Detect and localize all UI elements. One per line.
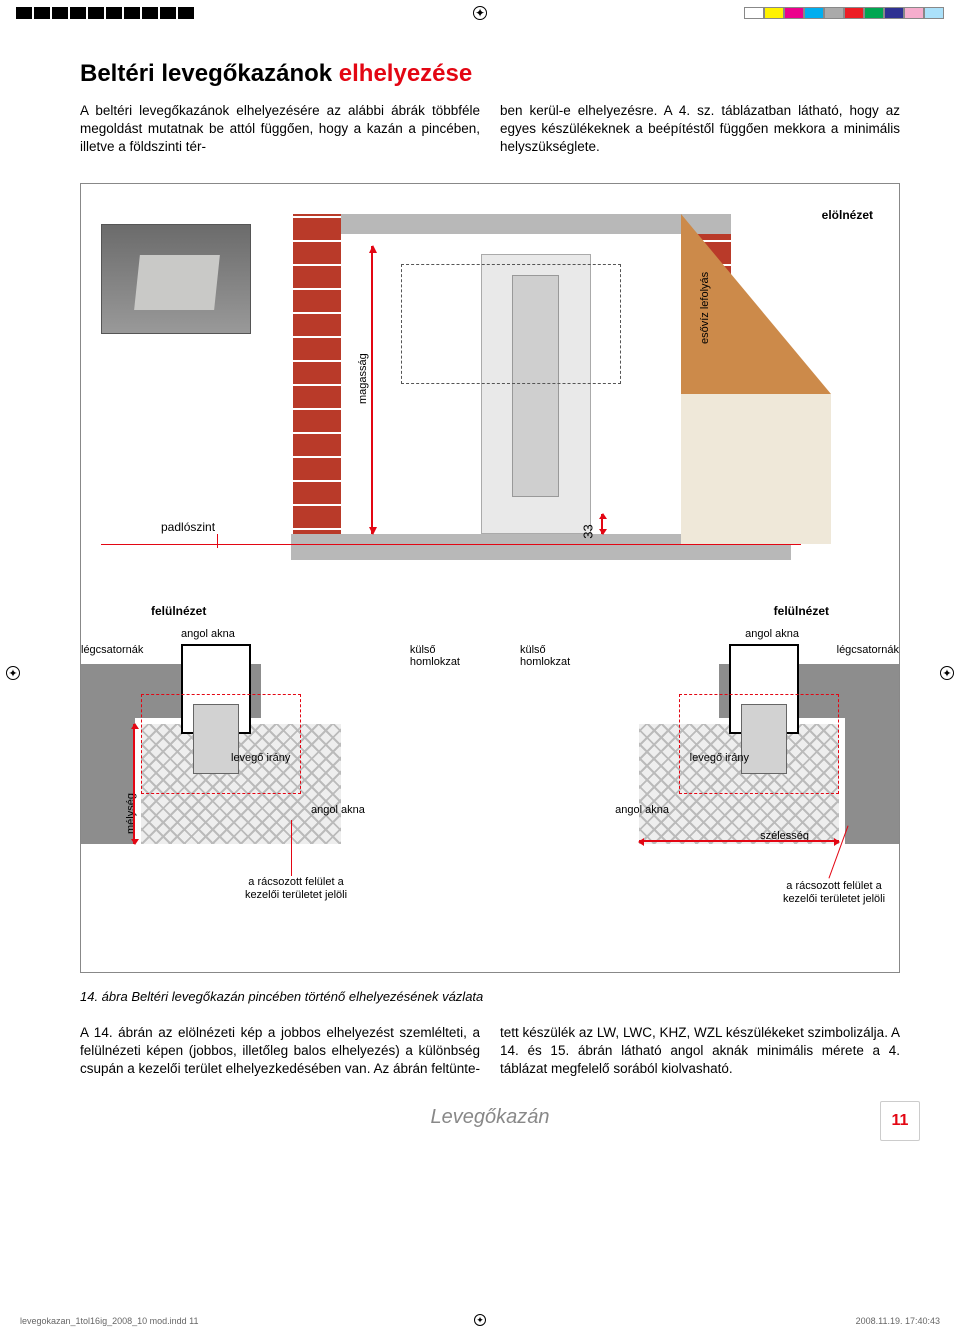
black-swatch	[52, 7, 68, 19]
black-swatch	[160, 7, 176, 19]
page-number: 11	[880, 1101, 920, 1141]
page-title: Beltéri levegőkazánok elhelyezése	[80, 60, 900, 88]
registration-mark-icon: ✦	[6, 666, 20, 680]
front-view-diagram: elölnézet magasság esővíz lefolyás 33 pa…	[101, 204, 879, 584]
hatch-note: a rácsozott felület a kezelői területet …	[231, 876, 361, 902]
air-direction-label: levegő irány	[231, 752, 290, 764]
depth-label: mélység	[125, 793, 137, 834]
top-views-row: felülnézet angol akna légcsatornák külső…	[81, 604, 899, 924]
dimension-33-arrow	[601, 514, 603, 534]
top-view-left: felülnézet angol akna légcsatornák külső…	[81, 604, 470, 924]
print-file-name: levegokazan_1tol16ig_2008_10 mod.indd 11	[20, 1316, 198, 1326]
plan-diagram: levegő irány angol akna szélesség	[510, 664, 899, 844]
footer-section-title: Levegőkazán	[80, 1106, 900, 1129]
color-swatch	[884, 7, 904, 19]
hatch-note: a rácsozott felület a kezelői területet …	[769, 880, 899, 906]
air-ducts-label: légcsatornák	[81, 644, 143, 656]
color-swatch	[824, 7, 844, 19]
black-swatch	[70, 7, 86, 19]
floor-level-pointer	[217, 534, 218, 548]
registration-mark-icon: ✦	[940, 666, 954, 680]
width-arrow	[639, 840, 839, 842]
english-shaft-label-2: angol akna	[311, 804, 365, 816]
black-swatch	[178, 7, 194, 19]
intro-text: A beltéri levegőkazánok elhelyezésére az…	[80, 102, 900, 157]
plan-diagram: levegő irány angol akna mélység	[81, 664, 470, 844]
english-shaft-label: angol akna	[181, 628, 235, 640]
black-swatch	[106, 7, 122, 19]
color-swatch	[864, 7, 884, 19]
body-col-1: A 14. ábrán az elölnézeti kép a jobbos e…	[80, 1024, 480, 1079]
brick-wall-left	[291, 214, 341, 554]
floor-level-line	[101, 544, 801, 545]
title-main: Beltéri levegőkazánok	[80, 60, 332, 87]
boiler-clearance-outline	[401, 264, 621, 384]
air-ducts-label: légcsatornák	[837, 644, 899, 656]
figure-caption: 14. ábra Beltéri levegőkazán pincében tö…	[80, 989, 900, 1004]
title-accent: elhelyezése	[332, 60, 472, 87]
floor-level-label: padlószint	[161, 520, 215, 534]
print-footer: levegokazan_1tol16ig_2008_10 mod.indd 11…	[20, 1316, 940, 1326]
color-swatches	[744, 7, 944, 19]
exterior-wall	[681, 394, 831, 544]
figure-14-box: elölnézet magasság esővíz lefolyás 33 pa…	[80, 183, 900, 973]
registration-mark-icon: ✦	[473, 6, 487, 20]
page-number-badge: 11	[880, 1101, 920, 1141]
english-shaft-label-2: angol akna	[615, 804, 669, 816]
intro-col-1: A beltéri levegőkazánok elhelyezésére az…	[80, 102, 480, 157]
top-view-label: felülnézet	[774, 604, 829, 618]
clearance-dashed	[679, 694, 839, 794]
clearance-dashed	[141, 694, 301, 794]
rainwater-label: esővíz lefolyás	[699, 272, 711, 344]
black-swatch	[34, 7, 50, 19]
print-timestamp: 2008.11.19. 17:40:43	[856, 1316, 940, 1326]
black-swatch	[88, 7, 104, 19]
height-label: magasság	[357, 353, 369, 404]
ceiling-slab	[341, 214, 731, 234]
english-shaft-label: angol akna	[745, 628, 799, 640]
color-swatch	[904, 7, 924, 19]
depth-arrow	[133, 724, 135, 844]
top-view-right: felülnézet angol akna légcsatornák külső…	[510, 604, 899, 924]
color-swatch	[764, 7, 784, 19]
black-swatch	[142, 7, 158, 19]
color-swatch	[744, 7, 764, 19]
intro-col-2: ben kerül-e elhelyezésre. A 4. sz. táblá…	[500, 102, 900, 157]
note-leader-line	[291, 820, 292, 876]
print-registration-bar: ✦	[16, 4, 944, 22]
body-text: A 14. ábrán az elölnézeti kép a jobbos e…	[80, 1024, 900, 1079]
color-swatch	[924, 7, 944, 19]
color-swatch	[804, 7, 824, 19]
black-swatch	[16, 7, 32, 19]
top-view-label: felülnézet	[151, 604, 206, 618]
page-content: Beltéri levegőkazánok elhelyezése A belt…	[80, 60, 900, 1129]
color-swatch	[844, 7, 864, 19]
color-swatch	[784, 7, 804, 19]
height-dimension-arrow	[371, 246, 373, 534]
black-swatch	[124, 7, 140, 19]
dimension-33: 33	[581, 524, 596, 538]
body-col-2: tett készülék az LW, LWC, KHZ, WZL készü…	[500, 1024, 900, 1079]
air-direction-label: levegő irány	[690, 752, 749, 764]
registration-mark-icon: ✦	[474, 1314, 486, 1326]
reference-photo	[101, 224, 251, 334]
